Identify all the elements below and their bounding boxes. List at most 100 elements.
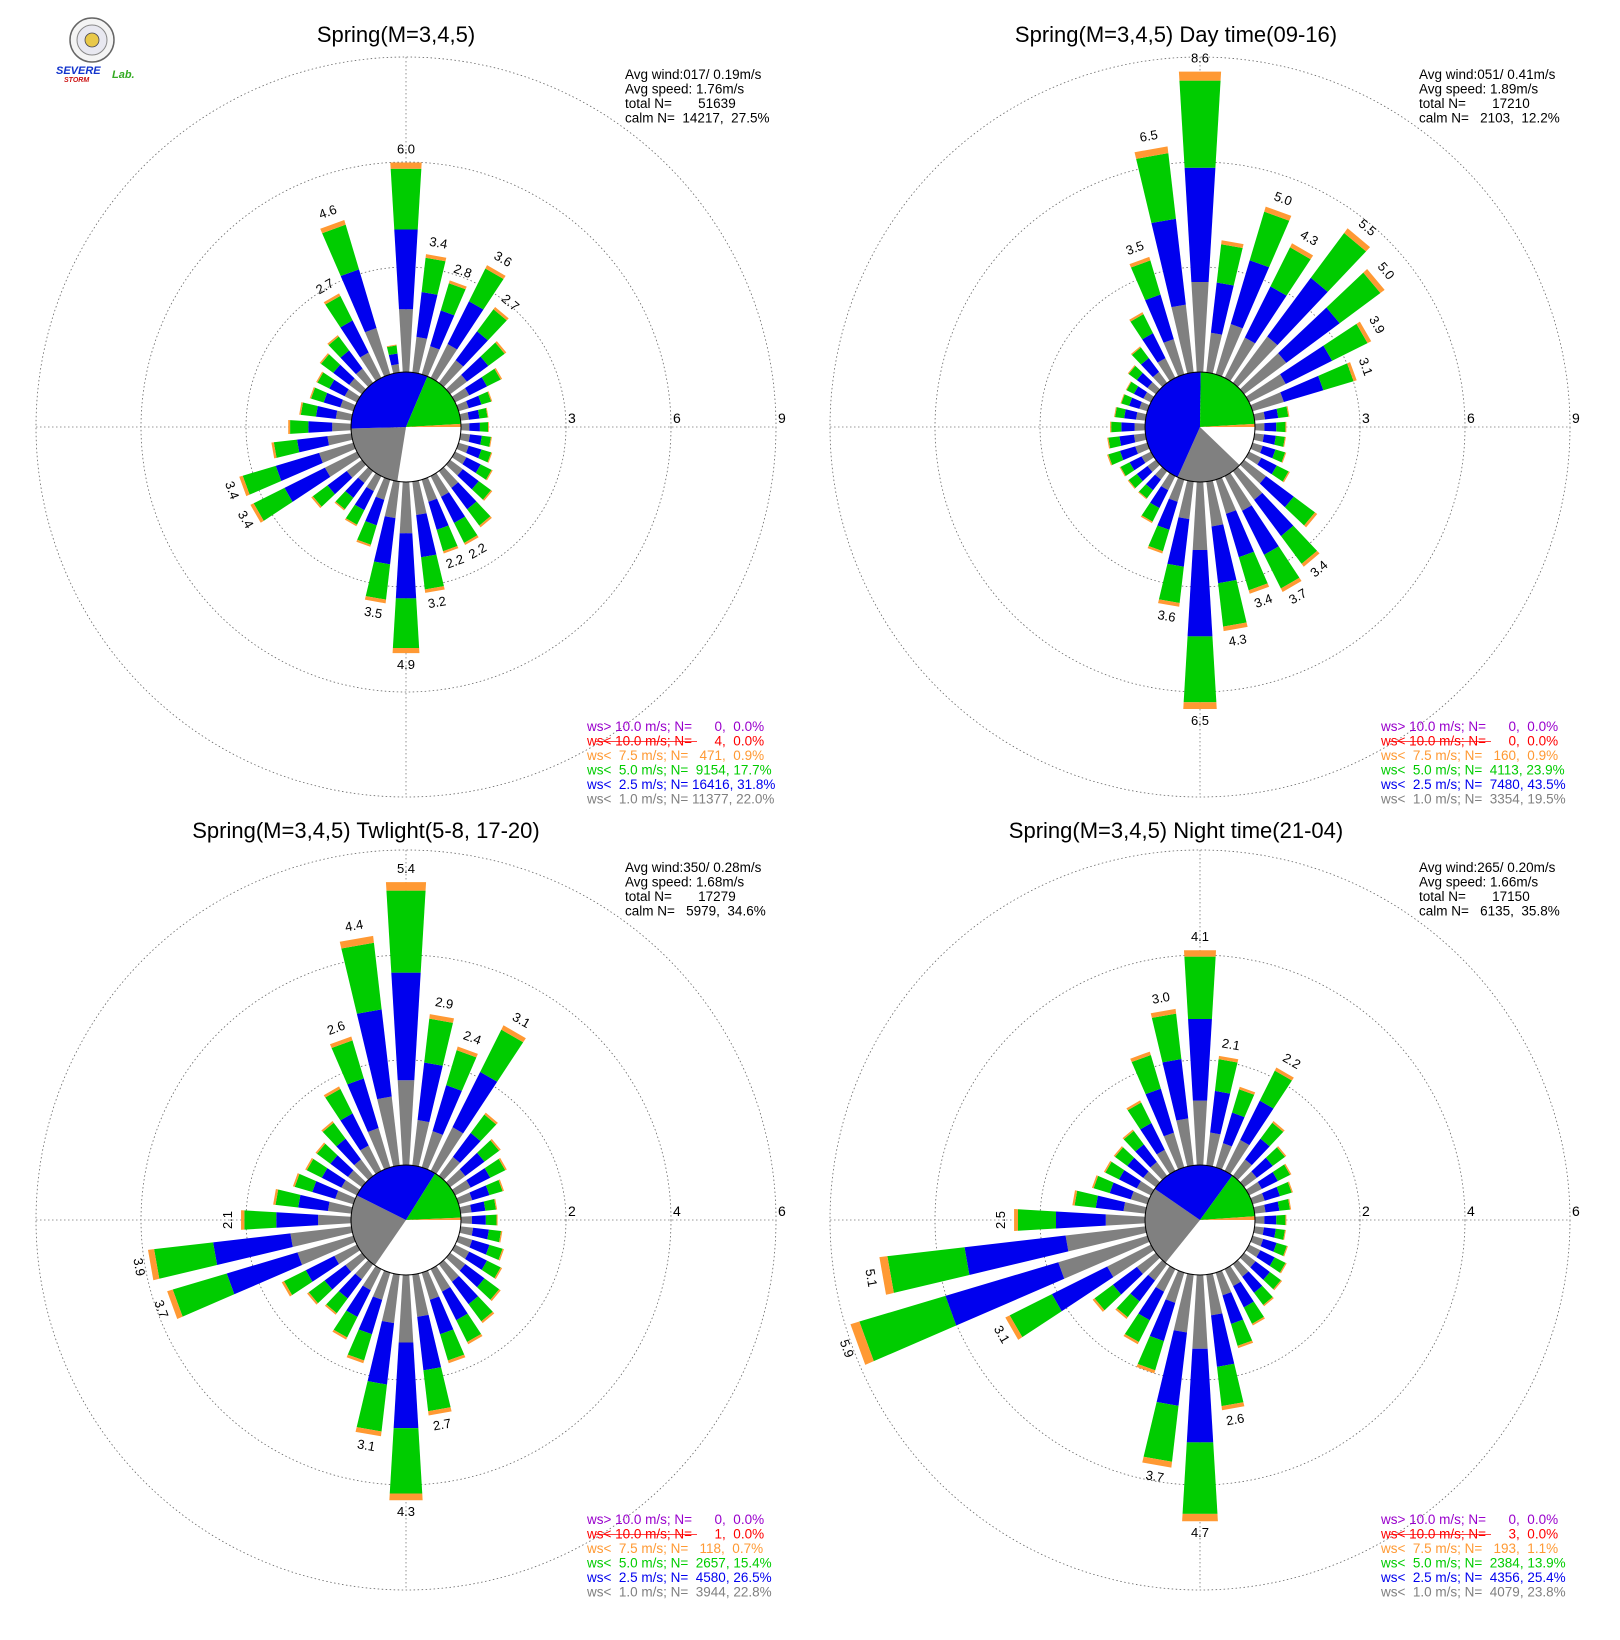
bar-segment (485, 1214, 497, 1226)
sector-bar (1183, 481, 1217, 710)
bar-segment (1216, 1363, 1244, 1407)
bar-segment (1130, 260, 1161, 301)
sector-bar (1239, 268, 1385, 395)
chart-title: Spring(M=3,4,5) Day time(09-16) (1015, 22, 1337, 47)
bar-segment (1206, 332, 1222, 374)
bar-segment (349, 378, 367, 395)
bar-segment (319, 353, 330, 364)
bar-segment (1215, 1143, 1232, 1170)
bar-segment (430, 344, 458, 382)
bar-segment (1140, 1122, 1165, 1155)
sector-bar (1239, 1252, 1283, 1291)
sector-bar (1250, 362, 1357, 412)
bar-segment (498, 1157, 507, 1171)
bar-segment (447, 1354, 466, 1364)
bar-segment (1301, 550, 1320, 567)
bar-segment (1152, 371, 1168, 388)
bar-segment (456, 1313, 482, 1343)
bar-segment (454, 516, 478, 543)
bar-segment (468, 434, 482, 445)
bar-segment (1165, 1270, 1185, 1303)
bar-segment (397, 1080, 415, 1166)
sector-bar (321, 1121, 374, 1181)
bar-segment (451, 388, 470, 403)
bar-value-label: 6.5 (1191, 713, 1209, 728)
bar-segment (456, 1235, 473, 1248)
chart-title: Spring(M=3,4,5) (317, 22, 475, 47)
bar-segment (445, 1252, 466, 1271)
info-line: Avg wind:017/ 0.19m/s (625, 67, 762, 82)
ring-label: 9 (1572, 410, 1580, 426)
bar-segment (1237, 1340, 1254, 1349)
bar-value-label: 3.1 (510, 1009, 533, 1031)
sector-bar (1250, 442, 1287, 463)
bar-segment (275, 452, 323, 481)
bar-segment (242, 465, 282, 495)
sector-bar (412, 1014, 455, 1167)
bar-segment (1134, 423, 1146, 431)
bar-segment (358, 1296, 383, 1335)
bar-segment (1233, 1281, 1254, 1308)
center-pie-slice (1177, 427, 1240, 482)
info-line: total N= 17210 (1419, 96, 1530, 111)
bar-segment (1129, 456, 1146, 471)
bar-value-label: 2.9 (434, 994, 454, 1012)
bar-segment (465, 377, 488, 396)
bar-value-label: 2.1 (220, 1211, 235, 1229)
grid-ring (245, 1059, 567, 1381)
legend-entry: ws< 2.5 m/s; N= 4356, 25.4% (1380, 1570, 1566, 1585)
sector-bar (315, 1142, 367, 1188)
ring-label: 3 (568, 410, 576, 426)
bar-segment (288, 420, 291, 434)
bar-segment (1344, 228, 1371, 252)
bar-segment (226, 1252, 303, 1295)
bar-segment (394, 229, 418, 310)
legend-entry: ws< 7.5 m/s; N= 118, 0.7% (586, 1541, 763, 1556)
bar-segment (1253, 433, 1265, 442)
sector-bar (1253, 1198, 1292, 1214)
bar-segment (1248, 583, 1270, 594)
center-pie-slice (1144, 372, 1201, 478)
sector-bar (355, 1273, 400, 1437)
bar-value-label: 4.3 (1227, 631, 1247, 649)
sector-bar (459, 407, 489, 421)
sector-bar (1110, 421, 1146, 433)
bar-segment (438, 1259, 459, 1282)
sector-bar (1125, 381, 1155, 403)
bar-segment (1278, 307, 1340, 363)
sector-bar (327, 335, 374, 388)
bar-segment (1092, 1298, 1105, 1312)
bar-value-label: 2.7 (499, 291, 522, 314)
bar-segment (283, 1270, 313, 1296)
bar-segment (1249, 211, 1290, 268)
bar-segment (345, 504, 365, 525)
center-pie-slice (351, 427, 406, 482)
bar-value-label: 2.5 (993, 1211, 1008, 1229)
bar-segment (317, 372, 335, 389)
bar-segment (1120, 394, 1125, 404)
ring-label: 2 (1362, 1203, 1370, 1219)
bar-segment (850, 1321, 874, 1365)
sector-bar (451, 367, 503, 403)
grid-ring (35, 56, 777, 798)
bar-segment (1145, 294, 1174, 343)
bar-segment (498, 1179, 504, 1192)
bar-segment (421, 477, 438, 502)
bar-segment (330, 1155, 354, 1177)
bar-segment (284, 467, 331, 502)
bar-segment (355, 1427, 382, 1437)
legend-entry: ws< 1.0 m/s; N= 4079, 23.8% (1380, 1585, 1566, 1600)
sector-bar (456, 442, 493, 463)
bar-segment (1304, 512, 1318, 528)
info-line: calm N= 2103, 12.2% (1419, 111, 1560, 126)
bar-segment (1115, 1308, 1128, 1319)
grid-ring (829, 849, 1571, 1591)
bar-segment (1283, 1229, 1286, 1241)
bar-segment (1113, 1146, 1124, 1157)
bar-segment (428, 1407, 452, 1416)
bar-value-label: 3.1 (991, 1323, 1013, 1346)
bar-segment (1150, 1161, 1168, 1181)
sector-bar (1206, 480, 1248, 632)
bar-segment (1183, 950, 1217, 957)
sector-bar (1245, 451, 1290, 483)
